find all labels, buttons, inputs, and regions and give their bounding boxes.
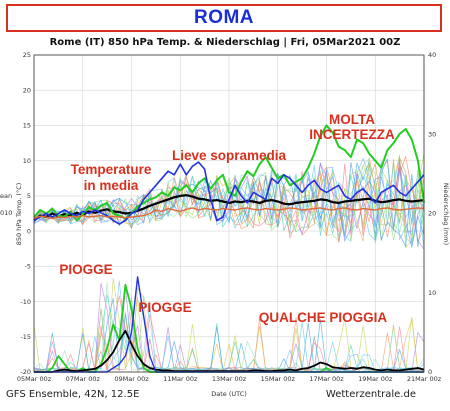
- y-left-tick-label-2: 15: [23, 122, 31, 130]
- reference-label: 010: [0, 209, 12, 217]
- y-right-tick-label-4: 0: [428, 368, 432, 376]
- annotation-in-media: in media: [84, 178, 139, 193]
- annotation-lieve-sopramedia: Lieve sopramedia: [172, 148, 287, 163]
- y-left-tick-label-7: -10: [20, 298, 31, 306]
- mean-label: ean: [0, 192, 12, 200]
- y-left-tick-label-6: -5: [25, 263, 31, 271]
- x-tick-label-0: 05Mar 00z: [17, 375, 52, 383]
- ensemble-member-line-10: [33, 158, 425, 248]
- chart-title: Rome (IT) 850 hPa Temp. & Niederschlag |…: [49, 37, 401, 48]
- x-tick-label-2: 09Mar 00z: [114, 375, 149, 383]
- y-left-tick-label-8: -15: [20, 333, 31, 341]
- y-left-tick-label-9: -20: [20, 368, 31, 376]
- annotation-piogge-2: PIOGGE: [138, 300, 191, 315]
- y-right-tick-label-1: 30: [428, 130, 436, 138]
- model-info: GFS Ensemble, 42N, 12.5E: [6, 389, 140, 400]
- y-left-tick-label-3: 10: [23, 157, 31, 165]
- y-right-tick-label-2: 20: [428, 210, 436, 218]
- x-tick-label-1: 07Mar 00z: [66, 375, 101, 383]
- temp-member-green-line: [33, 124, 425, 222]
- ensemble-member-line-14: [33, 167, 425, 248]
- x-tick-label-3: 11Mar 00z: [163, 375, 198, 383]
- annotation-incertezza: INCERTEZZA: [309, 127, 395, 142]
- x-tick-label-6: 17Mar 00z: [309, 375, 344, 383]
- y-right-tick-label-3: 10: [428, 289, 436, 297]
- y-left-tick-label-5: 0: [27, 227, 31, 235]
- annotation-molta: MOLTA: [329, 112, 375, 127]
- location-title: ROMA: [193, 7, 255, 28]
- axis-ticks: 25 20 15 10 5 0 -5 -10 -15 -20 40 30 20 10 0 05Mar 00z 0…: [17, 51, 442, 383]
- y-axis-label-right: Niederschlag (mm): [442, 183, 450, 245]
- precip-mean-line: [34, 329, 425, 373]
- temp-member-blue-line: [33, 161, 425, 225]
- x-tick-label-7: 19Mar 00z: [358, 375, 393, 383]
- ensemble-member-line-8: [33, 153, 425, 249]
- x-tick-label-4: 13Mar 00z: [212, 375, 247, 383]
- y-left-tick-label-4: 5: [27, 192, 31, 200]
- y-right-tick-label-0: 40: [428, 51, 436, 59]
- source-credit: Wetterzentrale.de: [325, 389, 416, 400]
- annotation-temperature: Temperature: [71, 162, 152, 177]
- y-left-tick-label-0: 25: [23, 51, 31, 59]
- x-axis-label: Date (UTC): [211, 390, 247, 398]
- location-banner: ROMA: [6, 4, 442, 32]
- annotation-piogge-1: PIOGGE: [59, 262, 112, 277]
- x-tick-label-5: 15Mar 00z: [261, 375, 296, 383]
- x-tick-label-8: 21Mar 00z: [407, 375, 442, 383]
- plot-frame: [33, 54, 425, 373]
- temp-reference-line: [33, 207, 425, 220]
- y-left-tick-label-1: 20: [23, 86, 31, 94]
- annotation-qualche-pioggia: QUALCHE PIOGGIA: [259, 310, 388, 325]
- y-axis-label-left: 850 hPa Temp. (°C): [15, 183, 23, 246]
